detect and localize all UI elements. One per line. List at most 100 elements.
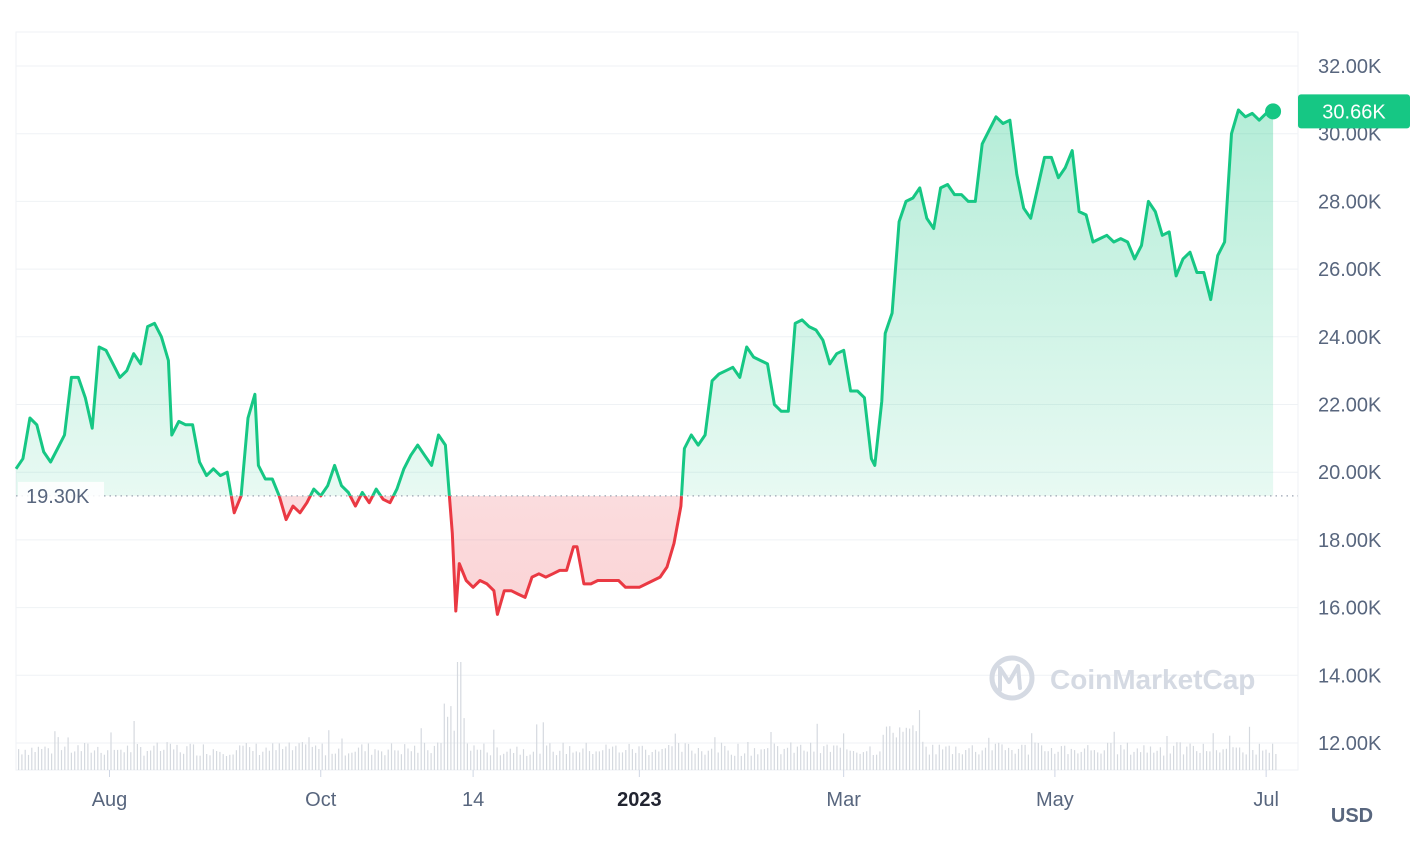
y-tick-label: 12.00K (1318, 733, 1382, 755)
volume-bar (694, 753, 696, 770)
y-tick-label: 24.00K (1318, 327, 1382, 349)
volume-bar (1047, 751, 1049, 770)
volume-bar (552, 751, 554, 770)
volume-bar (282, 749, 284, 770)
volume-bar (249, 747, 251, 770)
volume-bar (849, 750, 851, 770)
volume-bar (730, 754, 732, 770)
volume-bar (404, 744, 406, 770)
volume-bar (513, 753, 515, 770)
volume-bar (621, 752, 624, 770)
volume-bar (453, 730, 455, 770)
volume-bar (77, 745, 79, 770)
area-above-baseline (16, 110, 1274, 496)
volume-bar (1156, 750, 1158, 770)
plot-frame (15, 31, 1299, 771)
volume-bar (1212, 733, 1214, 770)
volume-bar (1123, 749, 1125, 770)
volume-bar (796, 746, 798, 770)
volume-bar (909, 728, 911, 770)
volume-bar (37, 746, 39, 770)
volume-bar (648, 755, 650, 770)
volume-bar (34, 752, 36, 770)
volume-bar (301, 742, 303, 770)
volume-bar (1024, 744, 1026, 770)
volume-bar (272, 743, 274, 770)
volume-bar (727, 750, 729, 770)
volume-bar (463, 718, 465, 770)
volume-bar (767, 748, 769, 770)
volume-bar (1169, 753, 1171, 770)
x-tick-label: 2023 (617, 789, 662, 811)
volume-bar (1120, 744, 1122, 770)
volume-bar (123, 752, 125, 770)
volume-bar (470, 750, 472, 770)
volume-bar (298, 743, 300, 770)
volume-bar (968, 748, 970, 770)
volume-bar (1159, 747, 1161, 770)
watermark-text: CoinMarketCap (1050, 664, 1255, 695)
volume-bar (414, 745, 416, 770)
currency-text: USD (1331, 805, 1373, 827)
volume-bar (150, 750, 152, 770)
volume-bar (357, 747, 360, 770)
volume-bar (245, 743, 247, 770)
volume-bar (410, 751, 412, 770)
volume-bar (1087, 745, 1089, 770)
volume-bar (717, 752, 719, 770)
volume-bar (1166, 736, 1168, 770)
volume-bar (1196, 751, 1198, 770)
volume-bar (133, 721, 135, 770)
y-tick-label: 30.00K (1318, 124, 1382, 146)
volume-bar (47, 748, 49, 770)
volume-bar (394, 750, 396, 770)
volume-bar (852, 751, 855, 770)
volume-bar (810, 742, 812, 770)
volume-bar (899, 727, 901, 770)
volume-bar (348, 753, 350, 770)
volume-bar (318, 749, 320, 770)
volume-bar (806, 751, 808, 770)
volume-bar (54, 731, 56, 770)
volume-bar (1037, 743, 1039, 770)
x-tick-label: Oct (305, 789, 337, 811)
volume-bar (344, 755, 346, 770)
volume-bar (918, 710, 921, 770)
volume-bar (381, 751, 383, 770)
volume-bar (813, 751, 815, 770)
volume-bar (1090, 750, 1092, 770)
volume-bar (684, 743, 686, 770)
volume-bar (225, 756, 228, 770)
current-price-dot (1265, 103, 1282, 120)
volume-bar (480, 749, 482, 770)
volume-bar (1258, 743, 1260, 770)
volume-bar (367, 743, 369, 770)
volume-bar (113, 749, 115, 770)
volume-bar (783, 748, 785, 770)
volume-bar (305, 744, 307, 770)
volume-bar (159, 751, 162, 770)
volume-bar (84, 743, 86, 770)
volume-bar (833, 745, 835, 770)
volume-bar (777, 746, 779, 770)
volume-bar (173, 749, 175, 770)
volume-bar (400, 754, 402, 770)
volume-bar (483, 743, 485, 770)
volume-bar (252, 751, 254, 770)
volume-bar (443, 703, 445, 770)
volume-bar (895, 737, 897, 770)
volume-bar (687, 743, 690, 770)
volume-bar (420, 728, 422, 770)
volume-bar (1064, 745, 1066, 770)
volume-bar (529, 754, 531, 770)
volume-bar (704, 754, 706, 770)
coinmarketcap-logo-icon (989, 655, 1035, 701)
volume-bar (146, 751, 148, 770)
current-price-badge (1298, 94, 1410, 129)
volume-bar (1192, 745, 1194, 770)
volume-bar (948, 745, 950, 770)
price-lines (14, 108, 1274, 616)
volume-bar (892, 732, 894, 770)
volume-bar (1014, 753, 1016, 770)
volume-bar (1229, 735, 1231, 770)
